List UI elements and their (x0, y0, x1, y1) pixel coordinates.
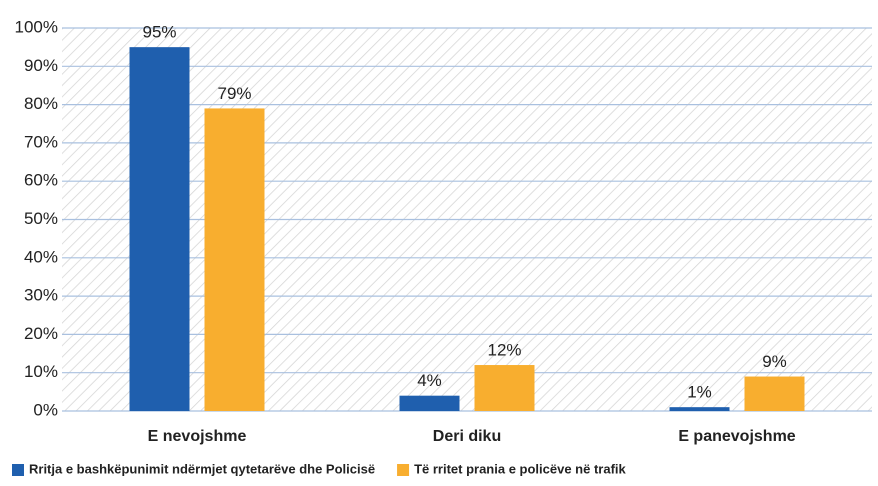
bar (744, 376, 805, 411)
data-label: 4% (417, 371, 442, 390)
y-tick-label: 90% (24, 56, 58, 75)
bar (129, 47, 190, 412)
bar (474, 365, 535, 411)
x-tick-label: Deri diku (433, 428, 501, 445)
y-tick-label: 60% (24, 171, 58, 190)
legend-swatch (397, 464, 410, 476)
bar (399, 395, 460, 411)
data-label: 79% (217, 84, 251, 103)
y-tick-label: 0% (33, 400, 58, 419)
data-label: 1% (687, 383, 712, 402)
bar (669, 407, 730, 411)
legend-label: Të rritet prania e policëve në trafik (414, 461, 626, 476)
x-tick-label: E panevojshme (678, 428, 795, 445)
y-tick-label: 50% (24, 209, 58, 228)
y-tick-label: 20% (24, 324, 58, 343)
y-tick-label: 80% (24, 94, 58, 113)
data-label: 95% (142, 23, 176, 42)
y-tick-label: 40% (24, 247, 58, 266)
data-label: 9% (762, 352, 787, 371)
y-tick-label: 30% (24, 286, 58, 305)
y-tick-label: 10% (24, 362, 58, 381)
bar (204, 108, 265, 412)
data-label: 12% (487, 341, 521, 360)
legend-label: Rritja e bashkëpunimit ndërmjet qytetarë… (29, 461, 375, 476)
y-tick-label: 70% (24, 132, 58, 151)
x-tick-label: E nevojshme (148, 428, 247, 445)
y-tick-label: 100% (15, 17, 58, 36)
legend-swatch (12, 464, 24, 476)
